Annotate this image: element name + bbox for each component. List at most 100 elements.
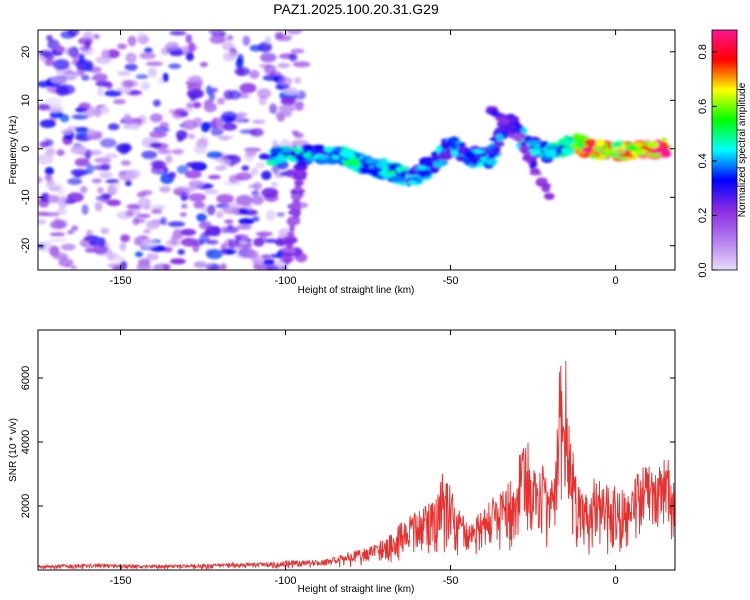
snr-y-tick-label: 4000 <box>20 430 32 454</box>
spectrogram-x-tick-label: -100 <box>275 275 297 287</box>
noise-blob <box>187 133 196 139</box>
noise-blob <box>221 111 238 122</box>
noise-blob <box>74 126 89 132</box>
noise-blob <box>219 136 230 141</box>
ridge-blob <box>647 141 659 149</box>
noise-blob <box>129 89 139 95</box>
branch-blob <box>495 116 508 121</box>
noise-blob <box>141 189 153 196</box>
noise-blob <box>223 181 242 186</box>
noise-blob <box>95 55 112 64</box>
ridge-blob <box>485 158 498 166</box>
branch-blob <box>282 258 293 263</box>
noise-blob <box>125 169 141 179</box>
spectrogram-y-tick-label: 0 <box>20 146 32 152</box>
noise-blob <box>249 44 263 52</box>
noise-blob <box>60 30 76 39</box>
noise-blob <box>153 99 161 107</box>
ridge-blob <box>389 175 405 182</box>
noise-blob <box>143 47 153 53</box>
noise-blob <box>173 186 191 197</box>
noise-blob <box>263 259 275 266</box>
noise-blob <box>204 189 219 195</box>
noise-blob <box>52 59 70 70</box>
noise-blob <box>106 199 122 207</box>
noise-blob <box>61 72 79 79</box>
snr-frame <box>37 329 676 571</box>
colorbar: 0.0 0.2 0.4 0.6 0.8 Normalized spectral ampl… <box>697 29 748 278</box>
ridge-blob <box>572 133 583 141</box>
noise-blob <box>100 193 112 199</box>
noise-blob <box>70 265 78 270</box>
ridge-blob <box>594 146 601 152</box>
noise-blob <box>292 61 311 68</box>
noise-blob <box>74 158 90 167</box>
noise-blob <box>262 74 281 82</box>
noise-blob <box>148 67 158 78</box>
colorbar-label: Normalized spectral amplitude <box>737 82 748 217</box>
noise-blob <box>233 234 249 239</box>
noise-blob <box>159 186 171 193</box>
ridge-blob <box>371 158 380 163</box>
noise-blob <box>44 174 53 181</box>
noise-blob <box>94 201 103 212</box>
branch-blob <box>292 176 307 180</box>
noise-blob <box>140 81 151 91</box>
noise-blob <box>50 76 68 84</box>
noise-blob <box>264 36 272 45</box>
noise-blob <box>264 64 277 75</box>
noise-blob <box>208 30 225 36</box>
noise-blob <box>125 180 132 187</box>
noise-blob <box>55 85 69 96</box>
noise-blob <box>237 68 245 76</box>
noise-blob <box>245 150 257 157</box>
ridge-blob <box>595 139 605 147</box>
noise-blob <box>269 103 278 114</box>
noise-blob <box>39 141 49 148</box>
noise-blob <box>81 74 90 81</box>
ridge-blob <box>324 146 334 153</box>
ridge-blob <box>344 159 359 166</box>
ridge-blob <box>496 133 504 142</box>
noise-blob <box>261 187 279 198</box>
noise-blob <box>242 35 251 46</box>
noise-blob <box>199 61 208 68</box>
spectrogram-x-label: Height of straight line (km) <box>298 285 415 296</box>
noise-blob <box>82 31 94 43</box>
noise-blob <box>149 130 168 139</box>
noise-blob <box>224 219 234 224</box>
noise-blob <box>241 92 250 99</box>
noise-blob <box>278 104 296 113</box>
spectrogram-x-tick-label: -150 <box>109 275 131 287</box>
noise-blob <box>289 53 298 62</box>
noise-blob <box>38 176 43 184</box>
noise-blob <box>58 199 66 210</box>
noise-blob <box>255 162 265 169</box>
noise-blob <box>115 143 132 153</box>
noise-blob <box>207 174 221 180</box>
noise-blob <box>47 194 60 204</box>
noise-blob <box>105 179 120 184</box>
noise-blob <box>99 171 113 179</box>
noise-blob <box>117 43 127 50</box>
branch-blob <box>286 217 301 226</box>
ridge-blob <box>527 140 541 147</box>
branch-blob <box>296 160 308 166</box>
noise-blob <box>290 48 305 54</box>
noise-blob <box>252 182 263 191</box>
noise-blob <box>271 182 278 188</box>
noise-blob <box>193 201 205 209</box>
branch-blob <box>282 251 293 258</box>
noise-blob <box>258 41 272 53</box>
noise-blob <box>253 237 265 247</box>
ridge-blob <box>546 145 559 151</box>
noise-blob <box>221 122 238 131</box>
noise-blob <box>181 237 198 247</box>
noise-blob <box>238 239 248 245</box>
branch-blob <box>291 200 301 207</box>
noise-blob <box>251 119 266 125</box>
noise-blob <box>75 59 94 71</box>
branch-blob <box>536 177 548 184</box>
ridge-blob <box>436 152 452 161</box>
noise-blob <box>261 254 272 259</box>
